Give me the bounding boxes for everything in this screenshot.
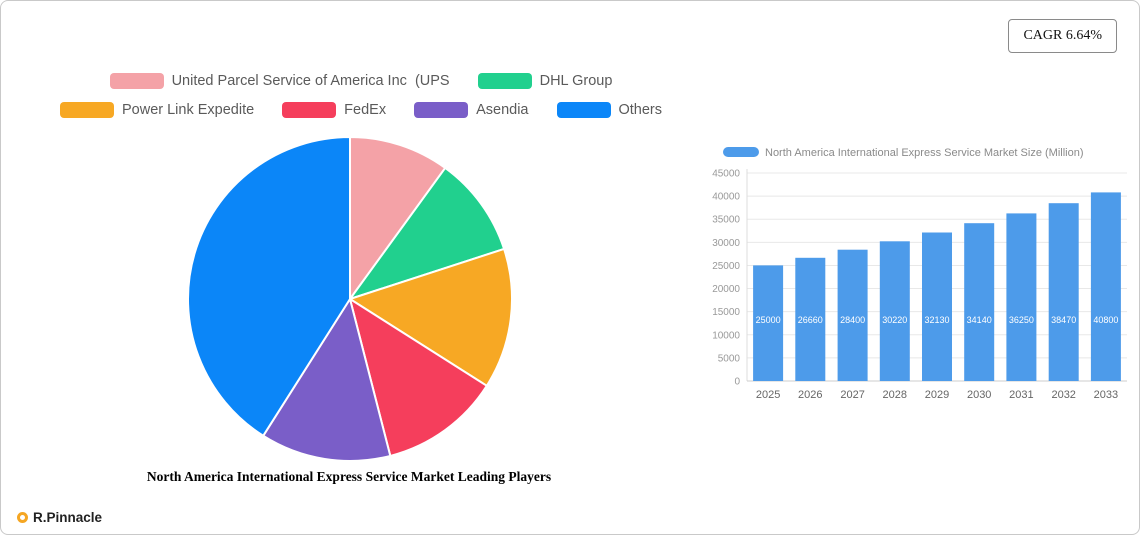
y-axis-tick-label: 35000 [712,215,740,226]
y-axis-tick-label: 45000 [712,169,740,180]
legend-swatch-icon [414,102,469,118]
x-axis-tick-label: 2025 [756,389,780,401]
bar[interactable] [1048,203,1079,381]
bar-value-label: 34140 [967,315,992,325]
bar-legend-label[interactable]: North America International Express Serv… [765,147,1084,159]
legend-label: Others [618,102,663,118]
bar[interactable] [837,249,868,381]
bar[interactable] [795,257,826,381]
pie-slice[interactable] [349,298,488,457]
legend-swatch-icon [282,102,337,118]
bar[interactable] [753,265,784,381]
pie-slice[interactable] [262,298,392,462]
bar-value-label: 38470 [1051,315,1076,325]
bar-value-label: 28400 [840,315,865,325]
legend-label: Asendia [476,102,529,118]
x-axis-tick-label: 2028 [883,389,907,401]
bar-value-label: 40800 [1093,315,1118,325]
legend-swatch-icon [109,73,164,89]
cagr-badge: CAGR 6.64% [1008,19,1117,53]
y-axis-tick-label: 15000 [712,307,740,318]
x-axis-tick-label: 2030 [967,389,991,401]
y-axis-tick-label: 20000 [712,284,740,295]
y-axis-tick-label: 25000 [712,261,740,272]
bar-value-label: 25000 [756,315,781,325]
brand-name: R.Pinnacle [33,510,103,525]
legend-label: Power Link Expedite [121,102,255,118]
pie-chart-title: North America International Express Serv… [146,469,552,484]
pie-legend: United Parcel Service of America Inc (UP… [31,73,691,118]
pie-legend-item[interactable]: Asendia [414,102,529,118]
bar[interactable] [964,223,995,381]
bar-value-label: 36250 [1009,315,1034,325]
legend-label: United Parcel Service of America Inc (UP… [171,73,450,89]
legend-label: FedEx [344,102,387,118]
pie-legend-item[interactable]: United Parcel Service of America Inc (UP… [109,73,450,89]
y-axis-tick-label: 40000 [712,192,740,203]
legend-swatch-icon [556,102,611,118]
y-axis-tick-label: 10000 [712,330,740,341]
bar-legend-swatch-icon[interactable] [723,147,759,157]
bar-value-label: 32130 [924,315,949,325]
legend-swatch-icon [477,73,532,89]
pie-slice[interactable] [349,166,506,300]
legend-label: DHL Group [539,73,613,89]
x-axis-tick-label: 2033 [1094,389,1118,401]
x-axis-tick-label: 2031 [1009,389,1033,401]
y-axis-tick-label: 30000 [712,238,740,249]
pie-chart [187,136,513,462]
pie-slice[interactable] [349,247,513,387]
legend-swatch-icon [59,102,114,118]
x-axis-tick-label: 2026 [798,389,822,401]
x-axis-tick-label: 2027 [840,389,864,401]
bar-chart: North America International Express Serv… [712,147,1127,401]
pie-legend-item[interactable]: Others [556,102,663,118]
bar-value-label: 26660 [798,315,823,325]
pie-legend-item[interactable]: DHL Group [477,73,613,89]
x-axis-tick-label: 2032 [1051,389,1075,401]
cagr-label: CAGR 6.64% [1023,28,1102,43]
bar[interactable] [1006,213,1037,381]
y-axis-tick-label: 0 [734,377,740,388]
y-axis-tick-label: 5000 [718,353,741,364]
bar[interactable] [922,232,952,382]
bar[interactable] [879,241,910,381]
brand-footer: R.Pinnacle [17,510,102,525]
pie-slice[interactable] [187,136,351,437]
bar[interactable] [1090,192,1121,381]
pie-legend-item[interactable]: FedEx [282,102,386,118]
pie-legend-item[interactable]: Power Link Expedite [59,102,255,118]
pie-slice[interactable] [349,136,447,300]
bar-value-label: 30220 [882,315,907,325]
brand-logo-icon [17,512,28,523]
x-axis-tick-label: 2029 [925,389,949,401]
